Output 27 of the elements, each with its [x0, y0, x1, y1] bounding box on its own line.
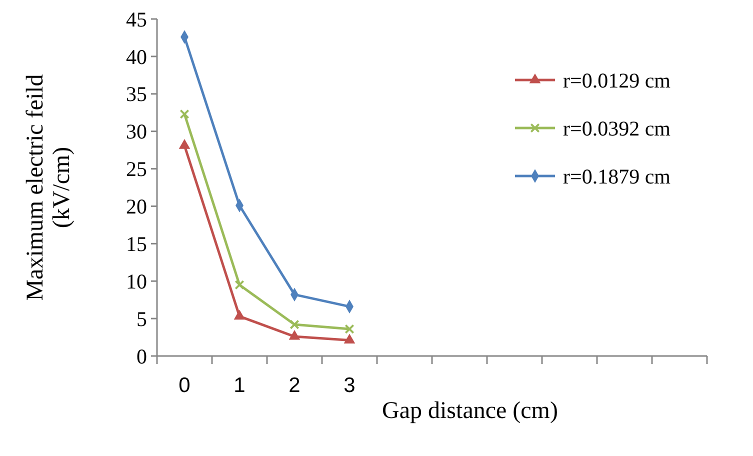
point [344, 334, 355, 344]
x-tick-label: 1 [234, 374, 246, 397]
y-tick-label: 25 [126, 157, 147, 182]
x-tick-label: 3 [344, 374, 356, 397]
x-axis-title: Gap distance (cm) [382, 398, 558, 424]
y-tick-label: 0 [136, 344, 147, 368]
y-tick-label: 10 [126, 269, 147, 294]
y-tick-label: 5 [136, 306, 147, 331]
point [180, 109, 190, 119]
y-tick-label: 35 [126, 82, 147, 106]
legend-label: r=0.1879 cm [563, 164, 670, 188]
point [344, 324, 354, 334]
point [290, 320, 300, 330]
point [234, 280, 244, 290]
x-tick-label: 2 [288, 374, 300, 397]
y-tick-label: 45 [126, 7, 147, 32]
x-tick-label: 0 [178, 374, 190, 397]
point [179, 140, 190, 149]
y-tick-label: 40 [126, 44, 147, 69]
y-tick-label: 30 [126, 120, 147, 144]
point [234, 310, 245, 320]
y-tick-label: 15 [126, 232, 147, 256]
legend-label: r=0.0392 cm [563, 116, 670, 140]
y-tick-label: 20 [126, 194, 147, 219]
legend-label: r=0.0129 cm [563, 68, 670, 92]
y-axis-title: Maximum electric feild (kV/cm) [22, 74, 75, 301]
point [289, 330, 300, 340]
